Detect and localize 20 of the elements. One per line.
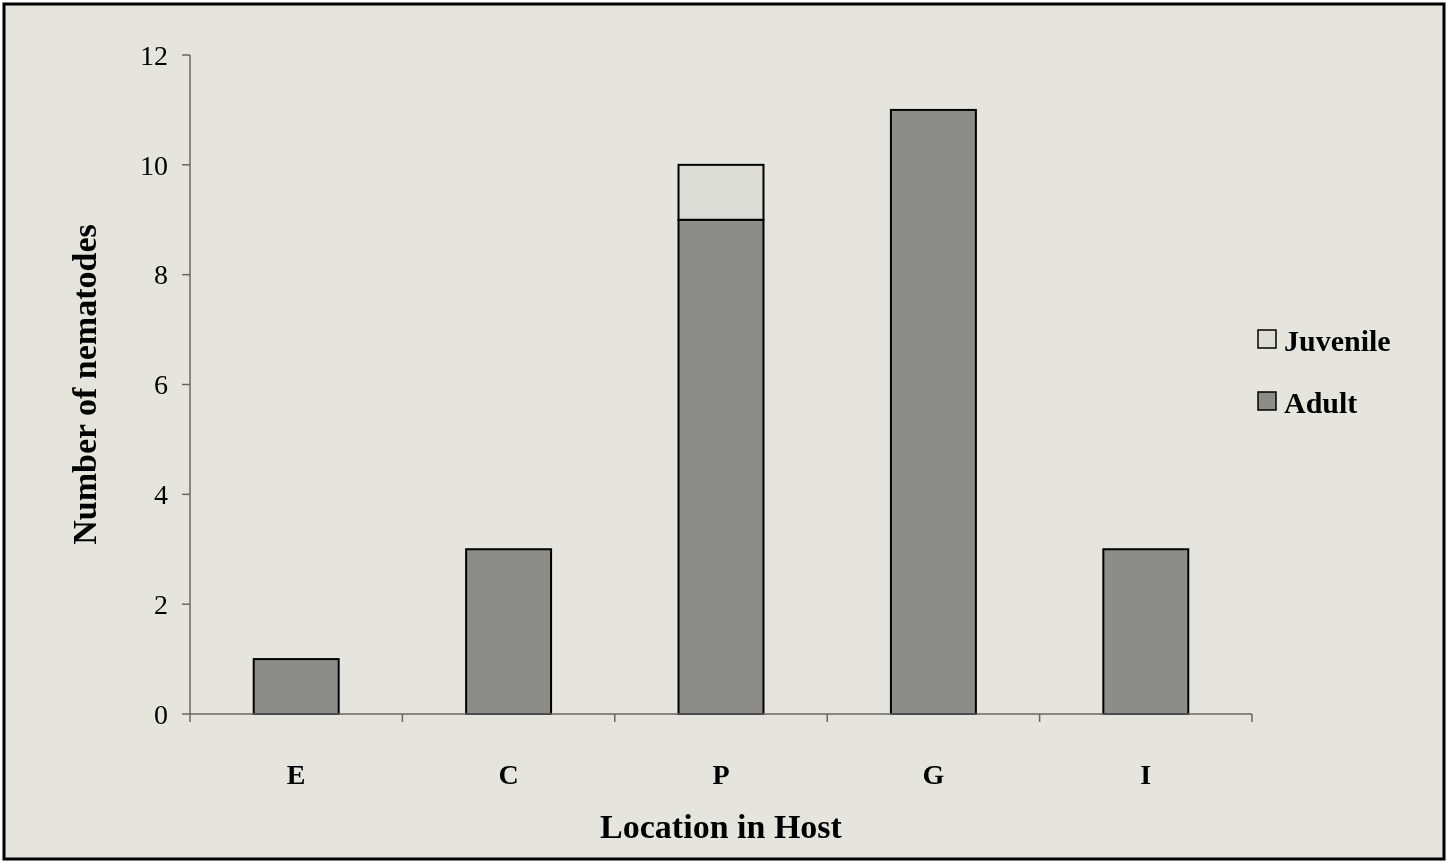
- bar: [465, 548, 553, 715]
- y-tick-label: 0: [154, 698, 168, 730]
- legend-label: Juvenile: [1284, 323, 1391, 357]
- y-tick-label: 6: [154, 369, 168, 401]
- y-tick-label: 10: [140, 149, 168, 181]
- bar: [252, 658, 340, 715]
- legend-label: Adult: [1284, 385, 1358, 419]
- x-tick-label: E: [286, 759, 306, 790]
- y-tick-label: 2: [154, 588, 168, 620]
- x-tick-label: I: [1140, 759, 1152, 790]
- x-tick-label: G: [922, 759, 945, 790]
- x-axis-title: Location in Host: [600, 808, 843, 845]
- y-axis-title: Number of nematodes: [66, 224, 103, 545]
- bar: [1102, 548, 1190, 715]
- y-tick-label: 12: [140, 39, 168, 71]
- bar: [889, 108, 977, 715]
- y-tick-label: 8: [154, 259, 168, 291]
- x-tick-label: C: [498, 759, 519, 790]
- y-tick-label: 4: [154, 479, 168, 511]
- x-tick-label: P: [712, 759, 730, 790]
